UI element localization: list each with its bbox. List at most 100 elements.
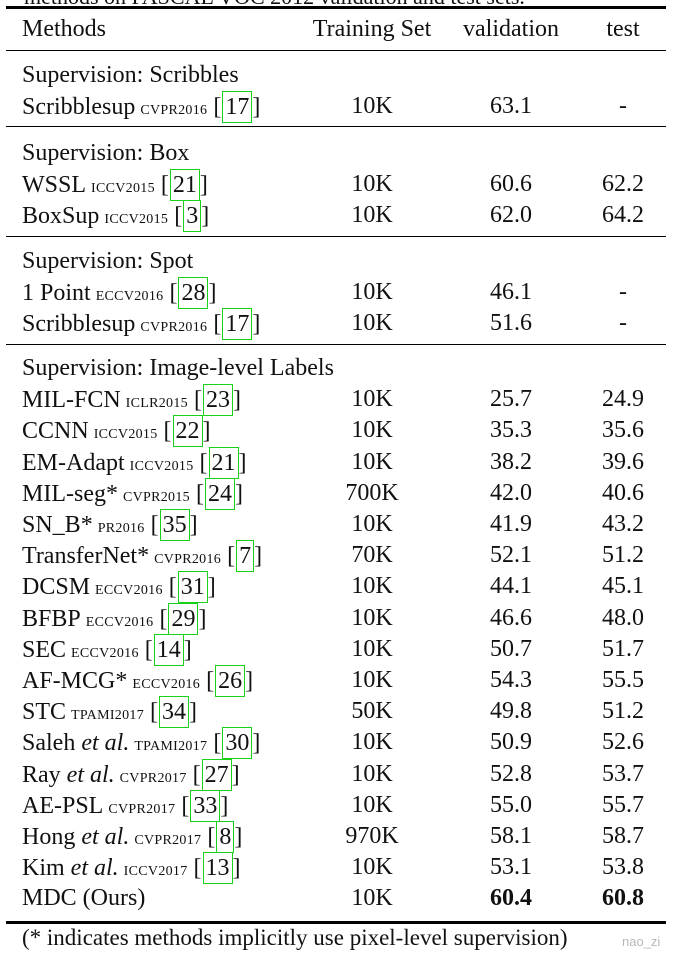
table-row: BoxSup ICCV2015 [3] 10K 62.0 64.2	[0, 200, 681, 233]
training-set-cell: 70K	[351, 542, 393, 569]
test-cell: 40.6	[602, 479, 644, 506]
bracket-close: ]	[245, 668, 254, 694]
method-cell: Scribblesup CVPR2016 [17]	[22, 308, 260, 343]
method-name: MDC (Ours)	[22, 885, 146, 912]
method-cell: SN_B* PR2016 [35]	[22, 509, 198, 544]
bracket-open: [	[159, 605, 168, 632]
method-name: SEC	[22, 636, 67, 663]
validation-cell: 50.9	[490, 729, 532, 756]
method-cell: MIL-seg* CVPR2015 [24]	[22, 477, 243, 513]
table-row: Saleh et al. TPAMI2017 [30] 10K 50.9 52.6	[0, 727, 681, 760]
citation-link[interactable]: 26	[215, 665, 246, 697]
method-cell: DCSM ECCV2016 [31]	[22, 571, 216, 606]
test-cell: 60.8	[602, 885, 644, 912]
citation-link[interactable]: 13	[202, 852, 233, 885]
venue-label: CVPR2017	[119, 770, 187, 786]
method-name: Saleh	[22, 730, 76, 757]
table-rule	[6, 921, 666, 924]
citation-link[interactable]: 17	[222, 91, 253, 124]
method-name: DCSM	[22, 574, 91, 601]
venue-label: ICLR2015	[125, 396, 188, 412]
citation-link[interactable]: 3	[183, 200, 202, 233]
bracket-open: [	[213, 311, 222, 338]
training-set-cell: 700K	[345, 479, 399, 506]
header-test: test	[606, 16, 640, 42]
bracket-open: [	[206, 668, 215, 694]
et-al: et al.	[81, 824, 130, 850]
venue-label: CVPR2016	[140, 320, 208, 336]
header-validation: validation	[463, 16, 559, 42]
citation-link[interactable]: 29	[168, 602, 199, 635]
venue-label: CVPR2015	[122, 489, 190, 505]
method-name: BoxSup	[22, 203, 100, 230]
group-title: Supervision: Box	[22, 140, 190, 166]
et-al: et al.	[81, 730, 130, 757]
training-set-cell: 10K	[351, 667, 393, 693]
test-cell: 51.7	[602, 635, 644, 662]
bracket-close: ]	[183, 636, 192, 663]
test-cell: -	[619, 93, 627, 120]
table-row: AE-PSL CVPR2017 [33] 10K 55.0 55.7	[0, 789, 681, 822]
citation-link[interactable]: 7	[236, 540, 255, 573]
citation-link[interactable]: 24	[204, 477, 235, 510]
test-cell: 51.2	[602, 542, 644, 569]
bracket-close: ]	[201, 203, 210, 230]
citation-link[interactable]: 21	[169, 169, 200, 202]
bracket-open: [	[213, 730, 222, 757]
bracket-close: ]	[254, 543, 263, 570]
method-cell: AF-MCG* ECCV2016 [26]	[22, 665, 253, 700]
test-cell: -	[619, 310, 627, 337]
validation-cell: 44.1	[490, 573, 532, 600]
validation-cell: 58.1	[490, 823, 532, 849]
test-cell: 53.7	[602, 760, 644, 787]
citation-link[interactable]: 8	[216, 821, 235, 853]
citation-link[interactable]: 33	[190, 789, 221, 822]
method-name: MIL-FCN	[22, 387, 121, 414]
test-cell: 43.2	[602, 511, 644, 537]
group-title: Supervision: Image-level Labels	[22, 355, 334, 381]
citation-link[interactable]: 14	[153, 633, 184, 666]
test-cell: 52.6	[602, 729, 644, 756]
test-cell: -	[619, 279, 627, 306]
method-cell: EM-Adapt ICCV2015 [21]	[22, 446, 247, 482]
venue-label: ECCV2016	[71, 645, 139, 661]
table-footnote: (* indicates methods implicitly use pixe…	[22, 925, 568, 950]
citation-link[interactable]: 35	[159, 509, 190, 541]
test-cell: 24.9	[602, 386, 644, 413]
citation-link[interactable]: 31	[177, 571, 208, 604]
test-cell: 55.5	[602, 667, 644, 693]
method-name: Scribblesup	[22, 311, 136, 338]
table-row: MIL-FCN ICLR2015 [23] 10K 25.7 24.9	[0, 384, 681, 417]
training-set-cell: 10K	[351, 573, 393, 600]
training-set-cell: 10K	[351, 511, 393, 537]
bracket-close: ]	[207, 574, 216, 601]
validation-cell: 55.0	[490, 791, 532, 818]
citation-link[interactable]: 30	[222, 727, 253, 760]
bracket-close: ]	[198, 605, 207, 632]
validation-cell: 60.4	[490, 885, 532, 912]
bracket-open: [	[192, 761, 201, 788]
bracket-open: [	[213, 94, 222, 121]
method-name: TransferNet*	[22, 543, 150, 570]
citation-link[interactable]: 28	[178, 277, 209, 310]
method-cell: STC TPAMI2017 [34]	[22, 696, 197, 731]
validation-cell: 53.1	[490, 854, 532, 881]
citation-link[interactable]: 27	[201, 758, 232, 791]
bracket-open: [	[193, 387, 202, 414]
bracket-close: ]	[231, 761, 240, 788]
training-set-cell: 10K	[351, 417, 393, 444]
training-set-cell: 10K	[351, 93, 393, 120]
bracket-close: ]	[220, 792, 229, 819]
validation-cell: 63.1	[490, 93, 532, 120]
bracket-open: [	[207, 824, 216, 850]
citation-link[interactable]: 21	[208, 446, 239, 479]
citation-link[interactable]: 34	[159, 696, 189, 729]
test-cell: 64.2	[602, 202, 644, 229]
validation-cell: 52.8	[490, 760, 532, 787]
group-title-row: Supervision: Box	[0, 138, 681, 169]
bracket-close: ]	[208, 280, 217, 307]
citation-link[interactable]: 22	[172, 415, 203, 448]
citation-link[interactable]: 23	[202, 384, 233, 417]
method-cell: CCNN ICCV2015 [22]	[22, 415, 211, 450]
citation-link[interactable]: 17	[222, 308, 253, 341]
